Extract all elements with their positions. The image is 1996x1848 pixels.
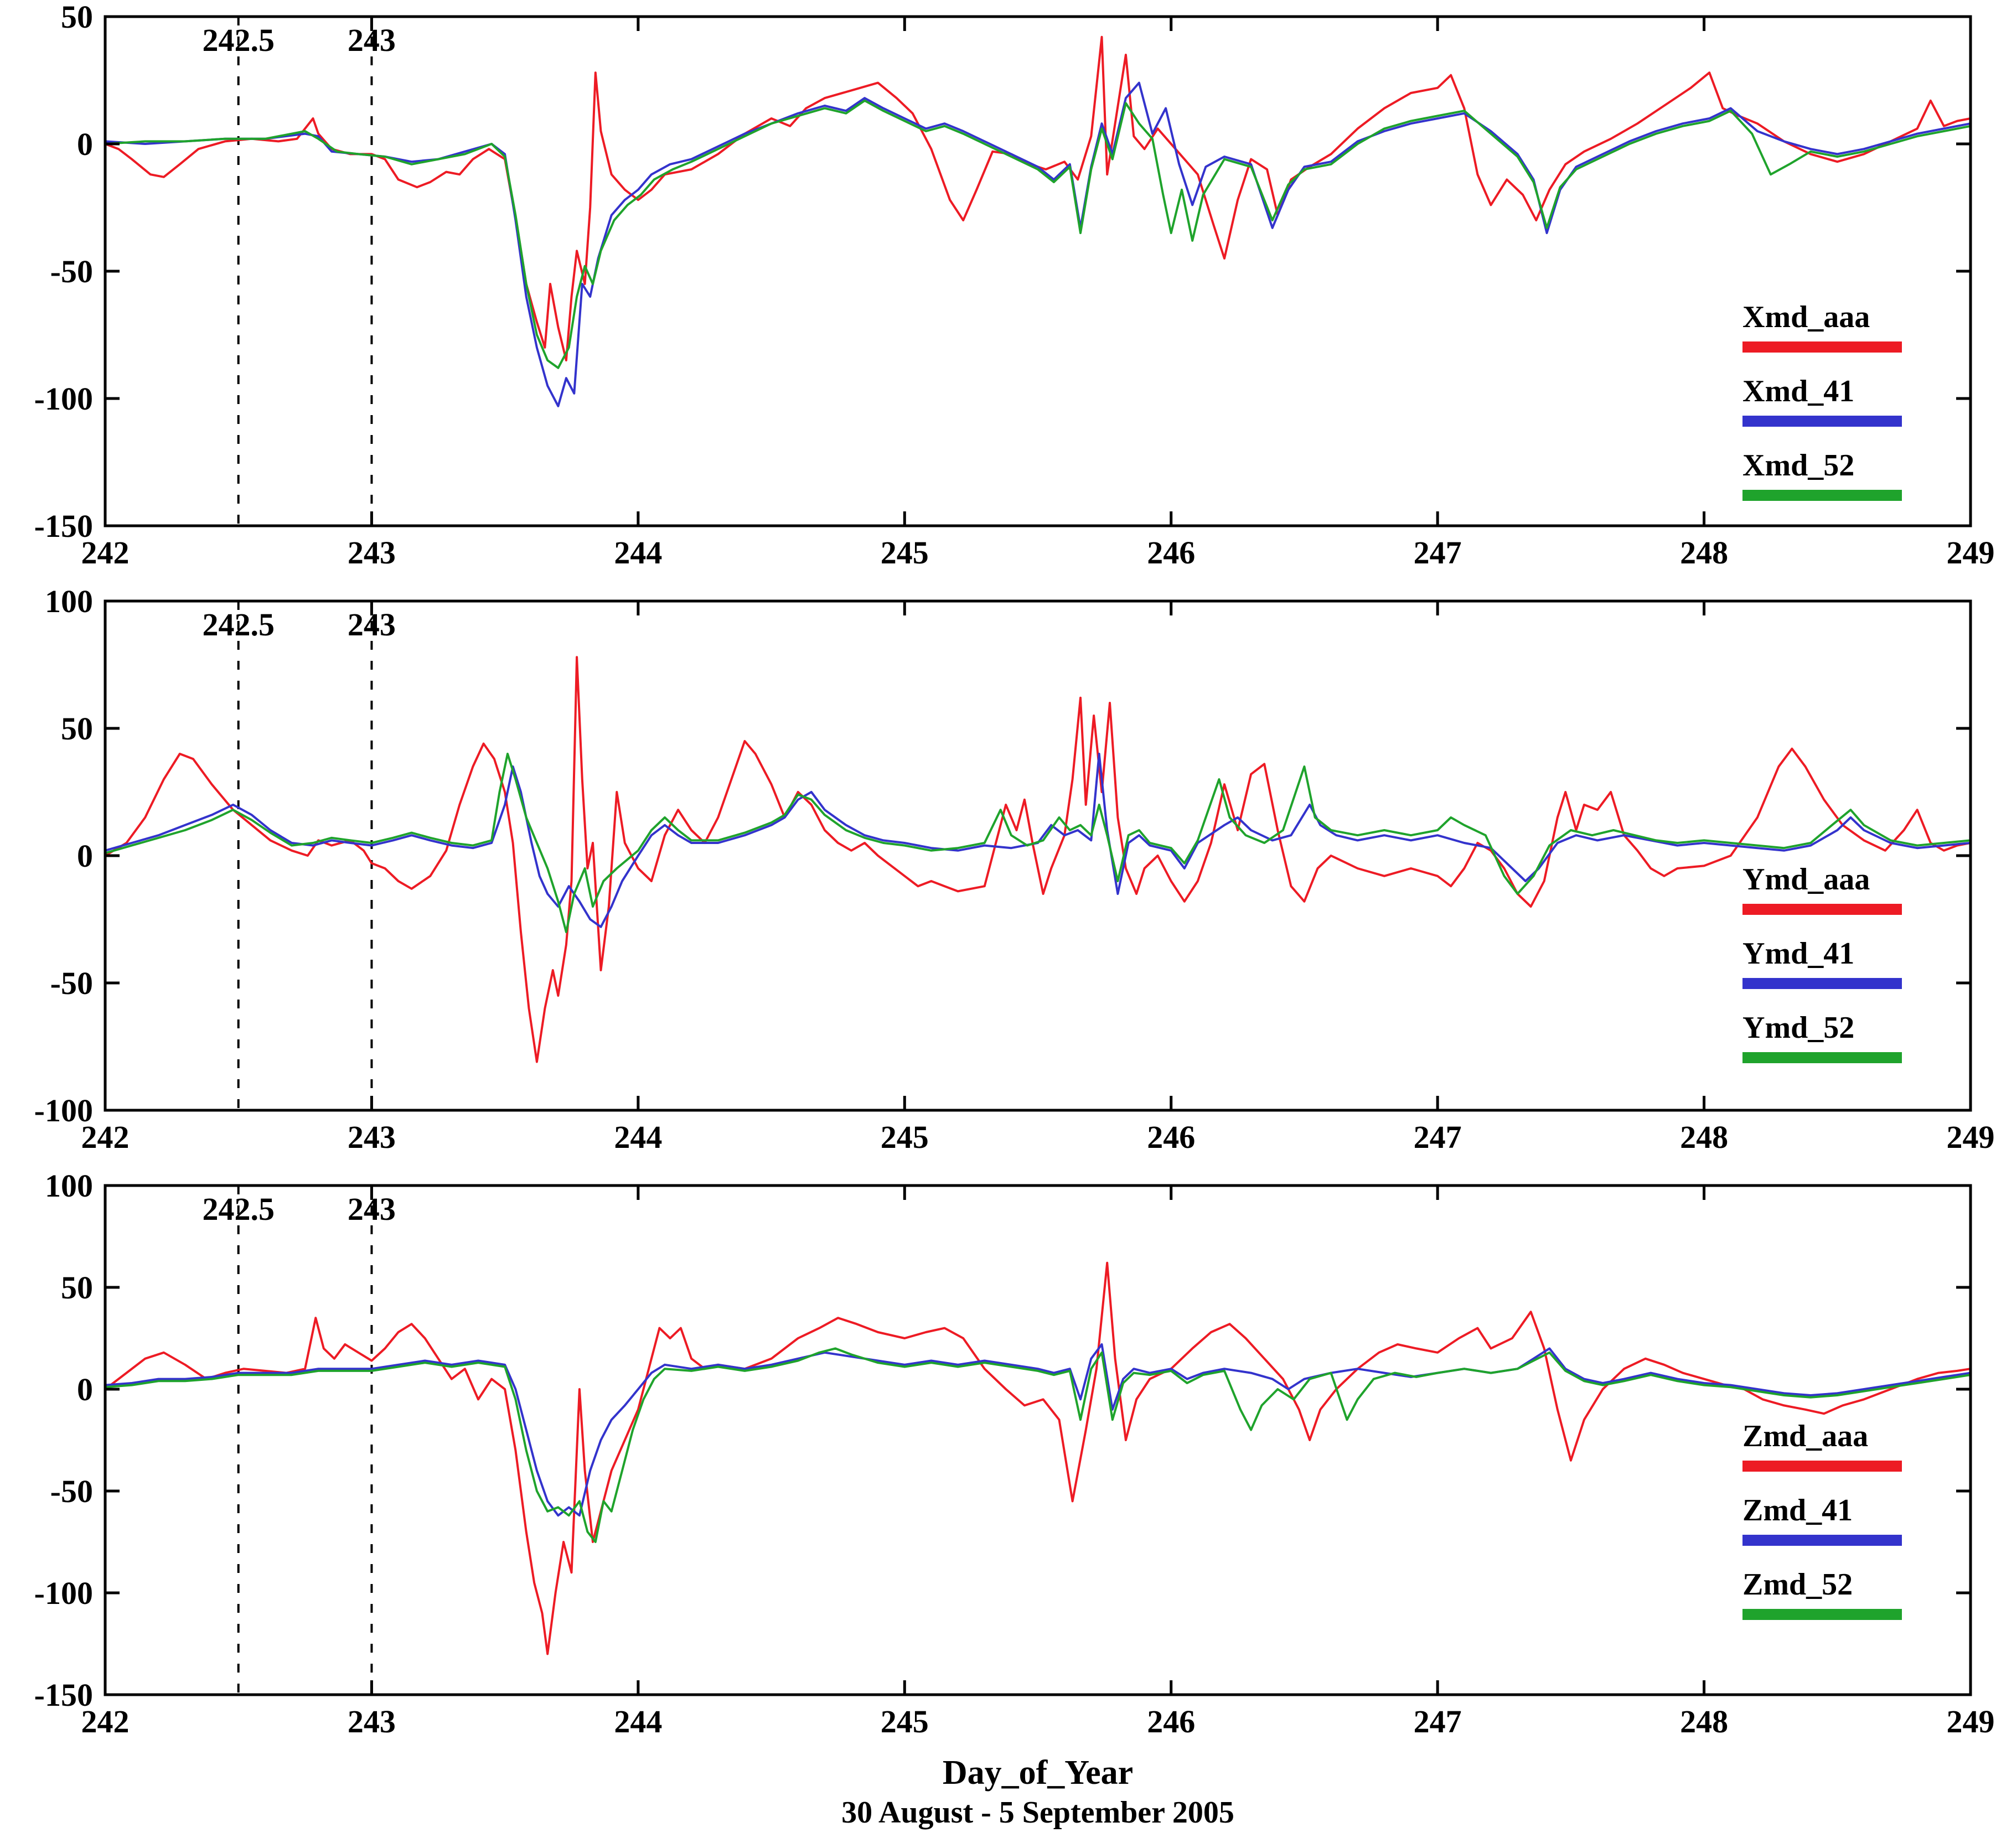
legend-swatch-blue (1742, 978, 1902, 989)
x-tick-label: 246 (1147, 1119, 1195, 1155)
legend-label-ymd-52: Ymd_52 (1742, 1011, 1855, 1045)
x-tick-label: 246 (1147, 535, 1195, 571)
legend-entry: Zmd_52 (1742, 1569, 1914, 1620)
legend-swatch-red (1742, 904, 1902, 915)
x-tick-label: 249 (1947, 535, 1995, 571)
x-tick-label: 242 (81, 1119, 130, 1155)
x-tick-label: 243 (348, 535, 396, 571)
x-tick-label: 244 (614, 1704, 662, 1740)
x-tick-label: 245 (881, 535, 929, 571)
y-tick-label: 0 (77, 1371, 93, 1407)
series-line-Xmd_52 (104, 99, 1972, 369)
figure-footer: Day_of_Year 30 August - 5 September 2005 (0, 1753, 1996, 1848)
x-tick-label: 246 (1147, 1704, 1195, 1740)
legend-swatch-red (1742, 341, 1902, 353)
legend-label-xmd-aaa: Xmd_aaa (1742, 300, 1870, 334)
legend-entry: Xmd_52 (1742, 450, 1914, 501)
x-tick-label: 248 (1680, 535, 1728, 571)
x-tick-label: 247 (1414, 1704, 1462, 1740)
vline-label: 242.5 (202, 22, 275, 58)
x-axis-title: Day_of_Year (942, 1754, 1134, 1792)
legend-swatch-green (1742, 490, 1902, 501)
series-line-Xmd_aaa (104, 35, 1972, 361)
x-tick-label: 248 (1680, 1704, 1728, 1740)
y-tick-label: 50 (61, 0, 93, 35)
x-tick-label: 247 (1414, 535, 1462, 571)
y-tick-label: -100 (34, 381, 93, 417)
legend-label-zmd-41: Zmd_41 (1742, 1493, 1853, 1528)
x-tick-label: 245 (881, 1704, 929, 1740)
panel-x: 242.5 243 50 0 -50 -100 -150 242 243 244 245 246 247… (0, 0, 1996, 584)
y-tick-label: 100 (45, 1169, 93, 1204)
legend-label-zmd-aaa: Zmd_aaa (1742, 1419, 1869, 1453)
y-tick-label: -50 (50, 1473, 93, 1509)
x-tick-label: 249 (1947, 1119, 1995, 1155)
y-tick-label: 0 (77, 126, 93, 162)
x-tick-label: 244 (614, 1119, 662, 1155)
x-tick-label: 243 (348, 1704, 396, 1740)
vline-label: 242.5 (202, 607, 275, 643)
legend-entry: Xmd_aaa (1742, 302, 1914, 353)
y-tick-label: -100 (34, 1093, 93, 1129)
series-line-Xmd_41 (104, 81, 1972, 407)
series-line-Ymd_52 (104, 753, 1972, 933)
legend-label-ymd-41: Ymd_41 (1742, 936, 1855, 971)
figure-subtitle: 30 August - 5 September 2005 (841, 1795, 1234, 1830)
x-tick-label: 245 (881, 1119, 929, 1155)
legend-entry: Zmd_41 (1742, 1495, 1914, 1546)
vline-label: 242.5 (202, 1191, 275, 1227)
panel-z: 242.5 243 100 50 0 -50 -100 -150 242 243 244 245 246… (0, 1169, 1996, 1753)
legend-entry: Xmd_41 (1742, 376, 1914, 427)
legend-swatch-blue (1742, 1535, 1902, 1546)
x-tick-label: 247 (1414, 1119, 1462, 1155)
y-tick-label: 0 (77, 838, 93, 874)
y-tick-label: 100 (45, 584, 93, 619)
series-line-Ymd_aaa (104, 656, 1972, 1063)
y-tick-label: -150 (34, 1677, 93, 1713)
legend-entry: Ymd_41 (1742, 938, 1914, 989)
x-tick-label: 242 (81, 535, 130, 571)
x-tick-label: 244 (614, 535, 662, 571)
series-line-Zmd_52 (104, 1347, 1972, 1543)
y-tick-label: 50 (61, 1270, 93, 1306)
y-tick-label: -150 (34, 508, 93, 544)
legend-label-xmd-52: Xmd_52 (1742, 448, 1855, 483)
x-tick-label: 249 (1947, 1704, 1995, 1740)
series-line-Ymd_41 (104, 753, 1972, 928)
x-tick-label: 242 (81, 1704, 130, 1740)
legend-swatch-green (1742, 1609, 1902, 1620)
panel-z-legend: Zmd_aaa Zmd_41 Zmd_52 (1742, 1421, 1914, 1643)
panel-x-legend: Xmd_aaa Xmd_41 Xmd_52 (1742, 302, 1914, 524)
y-tick-label: -100 (34, 1575, 93, 1611)
axes-box (104, 1184, 1972, 1696)
legend-label-zmd-52: Zmd_52 (1742, 1567, 1853, 1602)
legend-entry: Ymd_52 (1742, 1012, 1914, 1063)
x-tick-label: 243 (348, 1119, 396, 1155)
legend-label-xmd-41: Xmd_41 (1742, 374, 1855, 408)
legend-label-ymd-aaa: Ymd_aaa (1742, 862, 1870, 897)
legend-entry: Ymd_aaa (1742, 864, 1914, 915)
axes-box (104, 599, 1972, 1112)
panel-y-legend: Ymd_aaa Ymd_41 Ymd_52 (1742, 864, 1914, 1086)
series-line-Zmd_aaa (104, 1261, 1972, 1655)
y-tick-label: -50 (50, 253, 93, 289)
panel-y: 242.5 243 100 50 0 -50 -100 242 243 244 245 246 247 2… (0, 584, 1996, 1169)
legend-swatch-green (1742, 1052, 1902, 1063)
axes-box (104, 15, 1972, 527)
y-tick-label: -50 (50, 965, 93, 1001)
legend-entry: Zmd_aaa (1742, 1421, 1914, 1472)
legend-swatch-red (1742, 1461, 1902, 1472)
y-tick-label: 50 (61, 711, 93, 747)
x-tick-label: 248 (1680, 1119, 1728, 1155)
legend-swatch-blue (1742, 416, 1902, 427)
series-line-Zmd_41 (104, 1343, 1972, 1517)
